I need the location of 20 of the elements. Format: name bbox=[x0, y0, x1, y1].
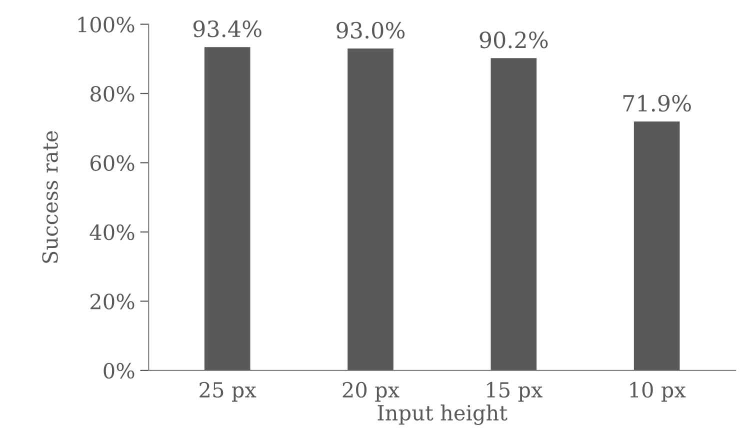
x-axis-title: Input height bbox=[378, 404, 508, 425]
data-label: 71.9% bbox=[623, 94, 691, 112]
data-label: 90.2% bbox=[480, 32, 548, 48]
x-tick-label: 25 px bbox=[200, 382, 256, 402]
y-tick-label: 20% bbox=[90, 294, 134, 310]
bar bbox=[348, 48, 394, 370]
bar bbox=[634, 122, 680, 370]
data-label: 93.4% bbox=[193, 20, 262, 38]
y-tick-label: 80% bbox=[90, 86, 134, 102]
x-tick-label: 15 px bbox=[487, 382, 543, 402]
bar bbox=[204, 47, 250, 370]
y-tick-label: 100% bbox=[78, 16, 134, 32]
x-tick-label: 20 px bbox=[342, 382, 400, 402]
data-label: 93.0% bbox=[336, 22, 405, 39]
y-tick-label: 60% bbox=[90, 155, 134, 171]
y-tick-label: 40% bbox=[90, 224, 134, 240]
y-tick-label: 0% bbox=[104, 362, 134, 379]
x-tick-label: 10 px bbox=[630, 382, 686, 402]
y-axis-title: Success rate bbox=[42, 131, 58, 263]
bar bbox=[490, 58, 537, 370]
